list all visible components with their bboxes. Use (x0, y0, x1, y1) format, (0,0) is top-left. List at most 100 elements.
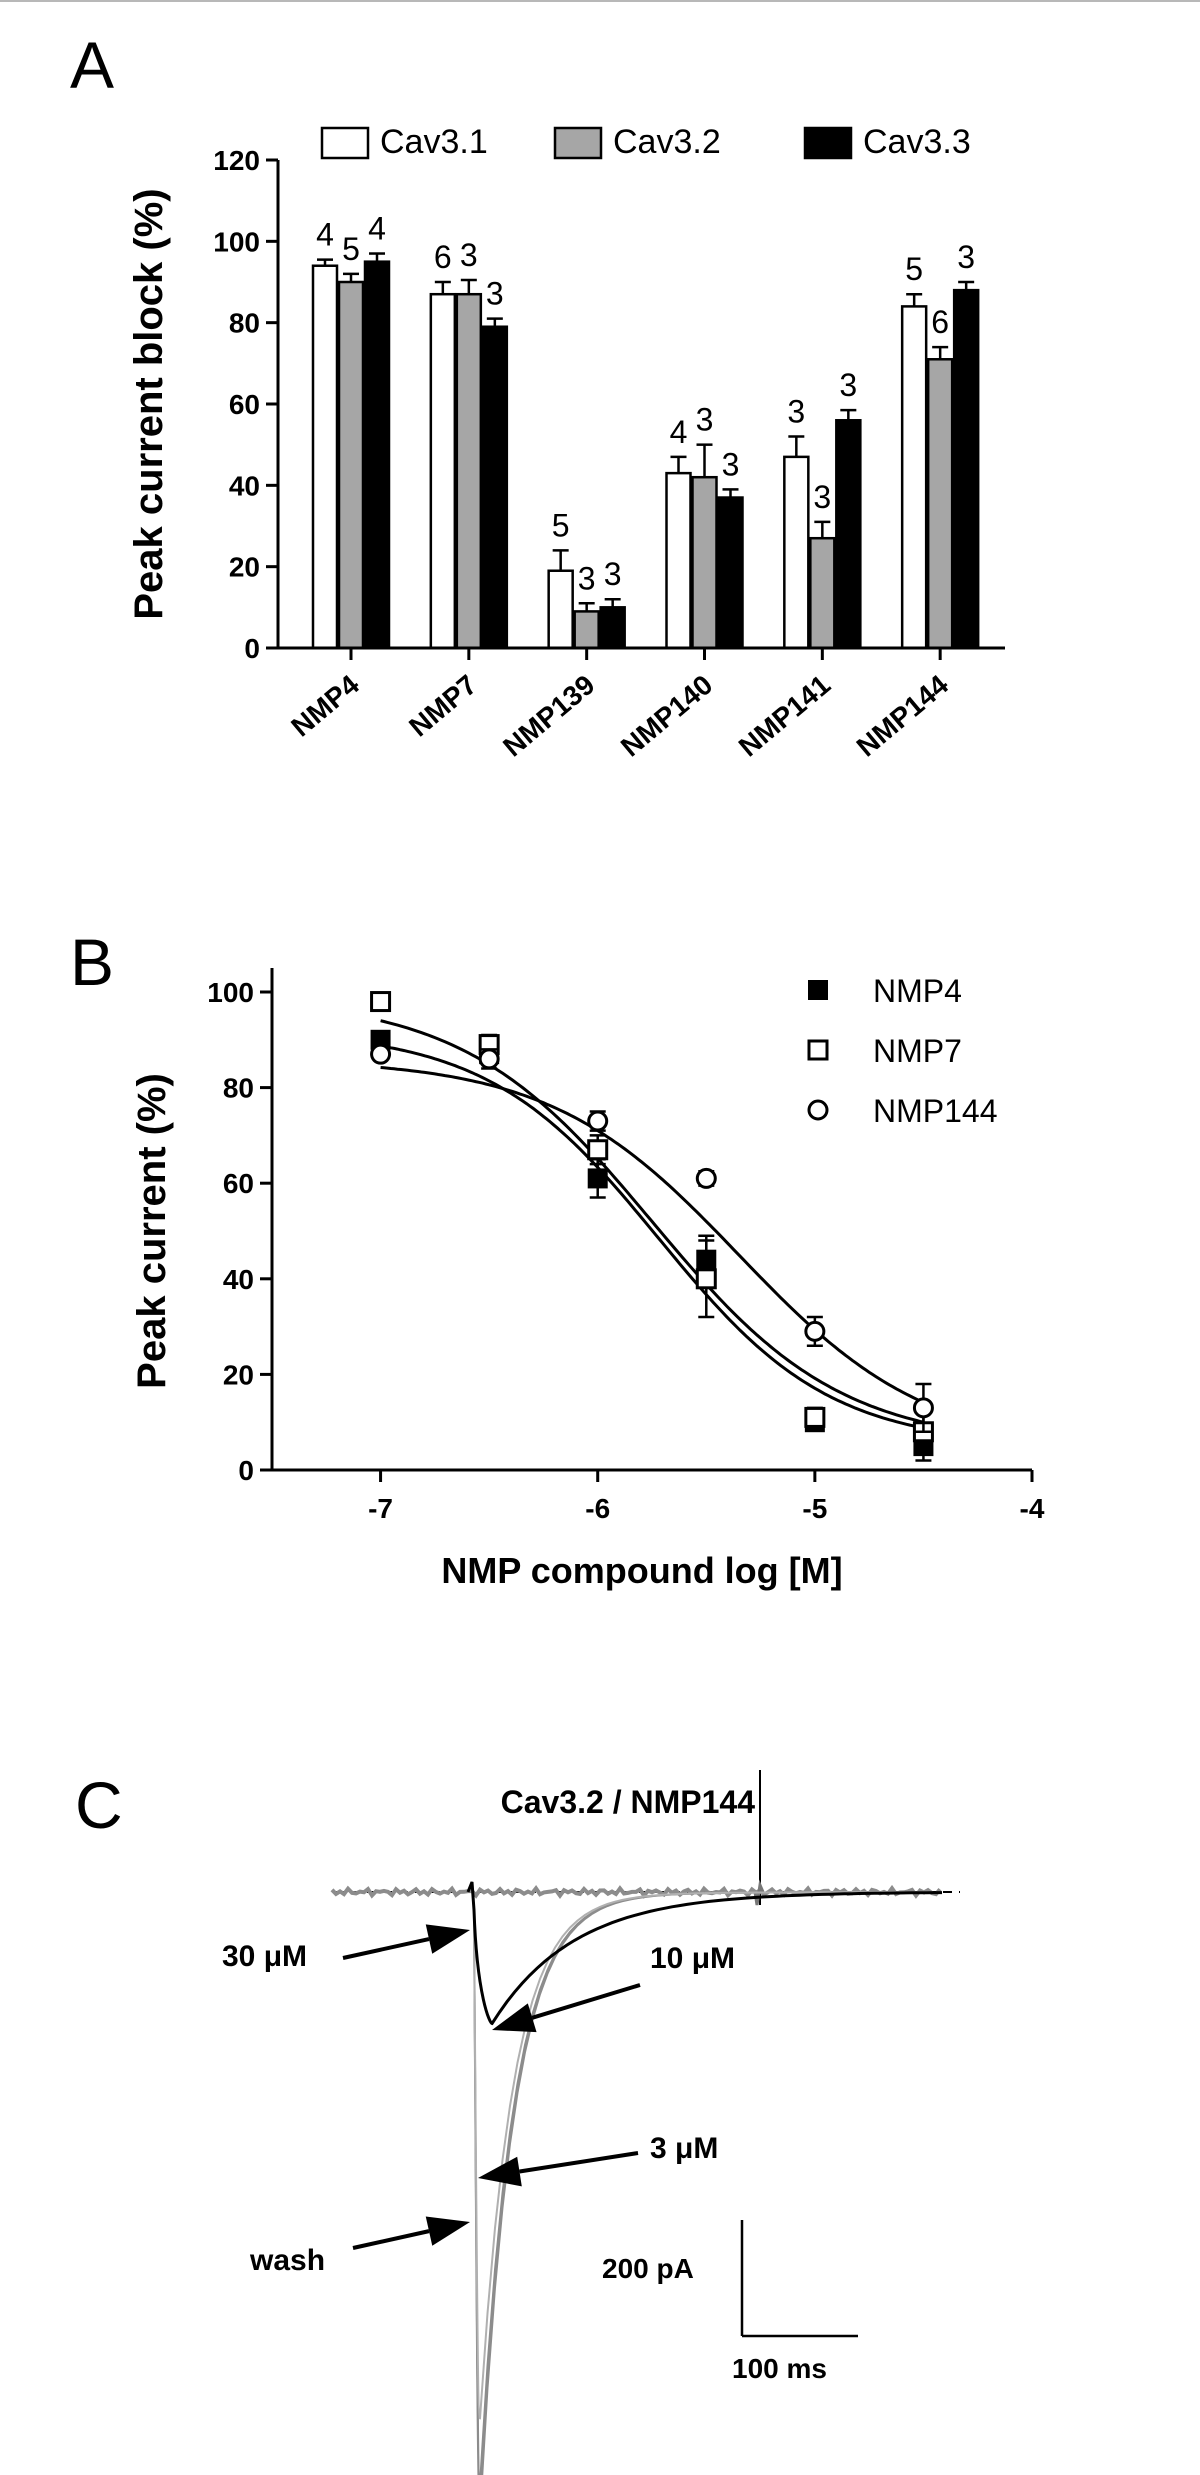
n-label: 5 (905, 251, 923, 287)
fit-curve-NMP4 (380, 1044, 924, 1430)
category-label: NMP139 (497, 669, 600, 763)
arrow-10uM-shaft (531, 1983, 641, 2020)
panel-c: C Cav3.2 / NMP144 30 μM 10 μM 3 μM wash 200 p… (75, 1768, 960, 2475)
point-NMP144 (478, 1048, 500, 1070)
x-tick-label-b: -7 (368, 1493, 393, 1524)
n-label: 3 (722, 446, 740, 482)
panel-label-b: B (70, 925, 114, 999)
legend-swatch-Cav3.2 (553, 126, 603, 160)
label-3uM: 3 μM (650, 2132, 718, 2165)
legend-marker-NMP7 (807, 1039, 829, 1061)
bar-Cav3.1-NMP144 (900, 305, 928, 650)
bar-Cav3.3-NMP4 (363, 260, 391, 650)
n-label: 3 (486, 276, 504, 312)
panel-a: A 0 20 40 60 80 100 120 Peak current block (%) 4… (70, 28, 1005, 763)
bar-Cav3.3-NMP139 (599, 606, 626, 650)
y-tick-label-a: 100 (213, 226, 260, 257)
x-axis-title-b: NMP compound log [M] (441, 1550, 842, 1591)
point-NMP7 (695, 1268, 717, 1290)
point-NMP144 (695, 1167, 717, 1189)
n-label: 3 (813, 479, 831, 515)
point-NMP144 (804, 1320, 826, 1342)
panel-c-title: Cav3.2 / NMP144 (501, 1784, 756, 1820)
bar-Cav3.2-NMP144 (926, 358, 954, 650)
legend-label-NMP144: NMP144 (873, 1093, 998, 1129)
n-label: 4 (316, 217, 334, 253)
n-label: 3 (787, 394, 805, 430)
point-NMP4 (587, 1168, 608, 1189)
label-30uM: 30 μM (222, 1940, 307, 1973)
n-label: 4 (368, 211, 386, 247)
y-axis-title-a: Peak current block (%) (127, 188, 171, 619)
arrow-30uM-shaft (342, 1937, 430, 1960)
point-NMP7 (804, 1406, 826, 1428)
y-tick-label-a: 60 (229, 389, 260, 420)
bar-Cav3.3-NMP144 (952, 288, 980, 650)
panel-b: B 0 20 40 60 80 100 -7 -6 -5 -4 NMP compound log [… (70, 925, 1045, 1591)
y-axis-title-b: Peak current (%) (130, 1073, 174, 1389)
category-label: NMP144 (851, 669, 955, 763)
category-label: NMP141 (733, 669, 836, 763)
y-tick-label-b: 20 (223, 1359, 254, 1390)
category-label: NMP140 (615, 669, 718, 763)
legend-label-NMP4: NMP4 (873, 973, 962, 1009)
bar-Cav3.2-NMP139 (573, 610, 600, 650)
bar-Cav3.2-NMP140 (691, 475, 718, 650)
bar-Cav3.1-NMP139 (547, 569, 574, 650)
panel-label-a: A (70, 28, 114, 102)
bar-Cav3.3-NMP141 (835, 419, 862, 650)
n-label: 4 (670, 414, 688, 450)
category-label: NMP7 (403, 669, 483, 743)
n-label: 3 (460, 237, 478, 273)
n-label: 3 (696, 402, 714, 438)
n-label: 3 (957, 239, 975, 275)
point-NMP144 (587, 1110, 609, 1132)
y-tick-label-a: 20 (229, 552, 260, 583)
scale-label-time: 100 ms (732, 2353, 827, 2384)
y-tick-label-a: 40 (229, 470, 260, 501)
label-10uM: 10 μM (650, 1942, 735, 1975)
y-tick-label-b: 60 (223, 1168, 254, 1199)
arrow-wash-shaft (352, 2229, 430, 2250)
legend-swatch-Cav3.3 (803, 126, 853, 160)
point-NMP7 (587, 1139, 609, 1161)
y-tick-label-a: 0 (244, 633, 260, 664)
bar-Cav3.1-NMP4 (311, 264, 339, 650)
legend-label-NMP7: NMP7 (873, 1033, 962, 1069)
n-label: 6 (931, 304, 949, 340)
arrow-3uM-shaft (519, 2151, 639, 2174)
n-label: 3 (839, 367, 857, 403)
fit-curve-NMP144 (380, 1066, 925, 1404)
arrow-wash-head (425, 2216, 470, 2246)
panel-label-c: C (75, 1768, 123, 1842)
x-tick-label-b: -5 (802, 1493, 827, 1524)
legend-label-Cav3.2: Cav3.2 (613, 123, 721, 161)
category-label: NMP4 (285, 669, 365, 743)
trace-3 (466, 1881, 942, 2026)
x-tick-label-b: -6 (585, 1493, 610, 1524)
bar-Cav3.2-NMP141 (809, 536, 836, 650)
n-label: 3 (604, 556, 622, 592)
legend-marker-NMP4 (808, 980, 828, 1000)
label-wash: wash (249, 2244, 325, 2277)
bar-Cav3.1-NMP141 (783, 455, 810, 650)
bar-Cav3.1-NMP7 (429, 292, 457, 650)
y-tick-label-b: 100 (207, 977, 254, 1008)
bar-Cav3.2-NMP4 (337, 280, 365, 650)
arrow-30uM-head (425, 1924, 470, 1954)
n-label: 5 (552, 507, 570, 543)
bar-Cav3.2-NMP7 (455, 292, 483, 650)
y-tick-label-b: 0 (238, 1455, 254, 1486)
top-border (0, 0, 1200, 2)
y-tick-label-a: 120 (213, 145, 260, 176)
legend-swatch-Cav3.1 (320, 126, 370, 160)
y-tick-label-b: 80 (223, 1073, 254, 1104)
legend-label-Cav3.1: Cav3.1 (380, 123, 488, 161)
scale-label-current: 200 pA (602, 2253, 694, 2284)
bar-Cav3.1-NMP140 (665, 471, 692, 650)
arrow-10uM-head (492, 2003, 537, 2033)
x-tick-label-b: -4 (1020, 1493, 1045, 1524)
n-label: 3 (578, 560, 596, 596)
point-NMP144 (370, 1043, 392, 1065)
